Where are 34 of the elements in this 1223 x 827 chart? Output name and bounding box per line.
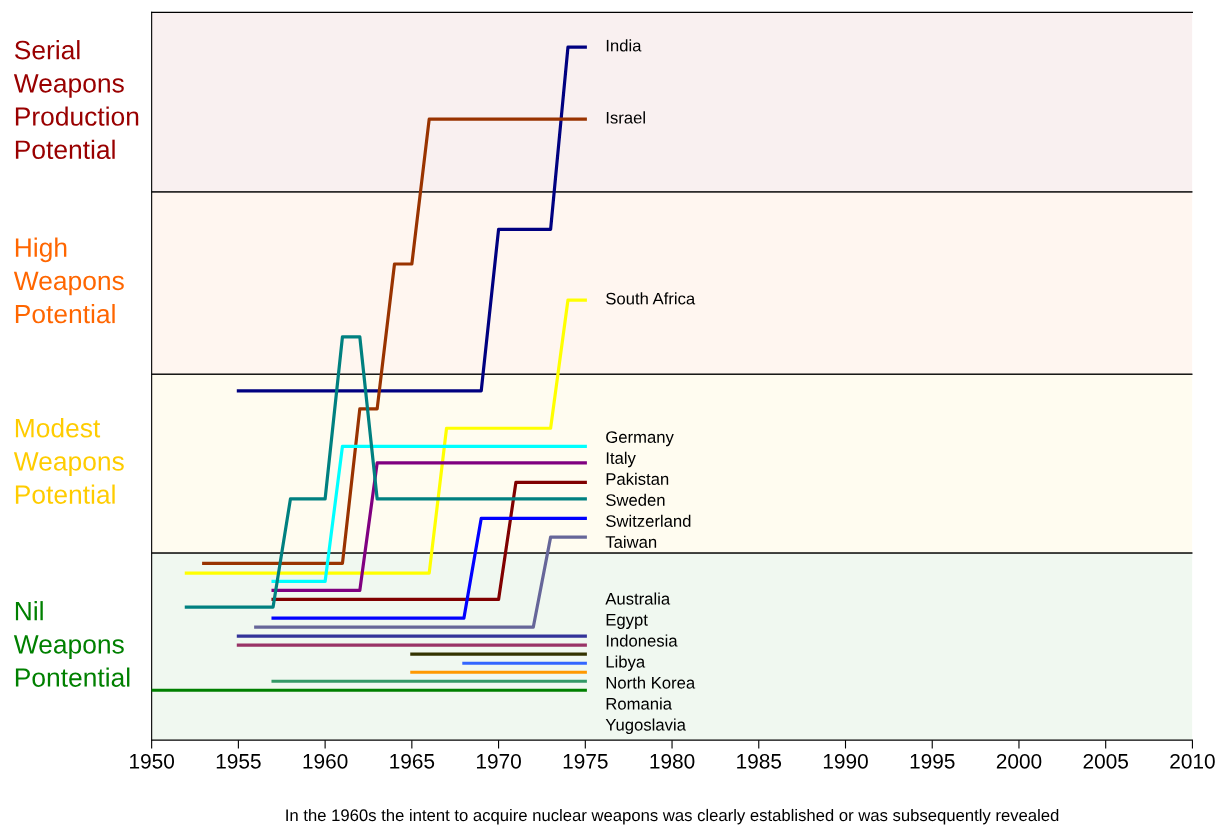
series-label: Switzerland	[606, 514, 691, 527]
series-label: Sweden	[606, 493, 665, 506]
series-label: Indonesia	[606, 634, 678, 647]
band-label: High Weapons Potential	[13, 237, 124, 324]
x-tick-label: 1995	[910, 753, 955, 769]
band-label: Nil Weapons Pontential	[13, 601, 130, 687]
x-tick-label: 1970	[476, 753, 521, 769]
series-label: Taiwan	[605, 535, 657, 548]
x-tick-label: 1950	[130, 753, 175, 769]
x-tick-label: 1985	[737, 753, 782, 769]
series-label: North Korea	[606, 676, 696, 689]
text: Australia	[605, 592, 671, 605]
x-tick-label: 2005	[1083, 753, 1128, 769]
x-tick-label: 1955	[216, 753, 261, 769]
series-label: Israel	[606, 111, 645, 124]
series-label: Romania	[606, 697, 673, 710]
x-tick-label: 1975	[563, 753, 608, 769]
x-tick-label: 1960	[303, 753, 348, 769]
series-label: Germany	[606, 431, 674, 447]
series-label: Italy	[606, 451, 636, 468]
series-label: Pakistan	[606, 472, 669, 485]
band-label: Modest Weapons Potential	[13, 418, 124, 504]
text: Yugoslavia	[605, 718, 686, 734]
series-label: India	[606, 39, 642, 52]
series-label: Egypt	[606, 614, 648, 629]
series-label: South Africa	[606, 292, 696, 305]
x-tick-label: 1965	[390, 753, 435, 769]
x-tick-label: 1980	[650, 753, 695, 769]
x-axis-title: In the 1960s the intent to acquire nuclear weapons was clearly established or was subsequently revealed	[286, 808, 1059, 825]
x-tick-label: 2000	[996, 753, 1042, 769]
series-label: Libya	[606, 655, 646, 671]
band-label: Serial Weapons Production Potential	[13, 40, 139, 160]
x-tick-label: 1990	[823, 753, 868, 769]
x-tick-label: 2010	[1170, 753, 1215, 769]
